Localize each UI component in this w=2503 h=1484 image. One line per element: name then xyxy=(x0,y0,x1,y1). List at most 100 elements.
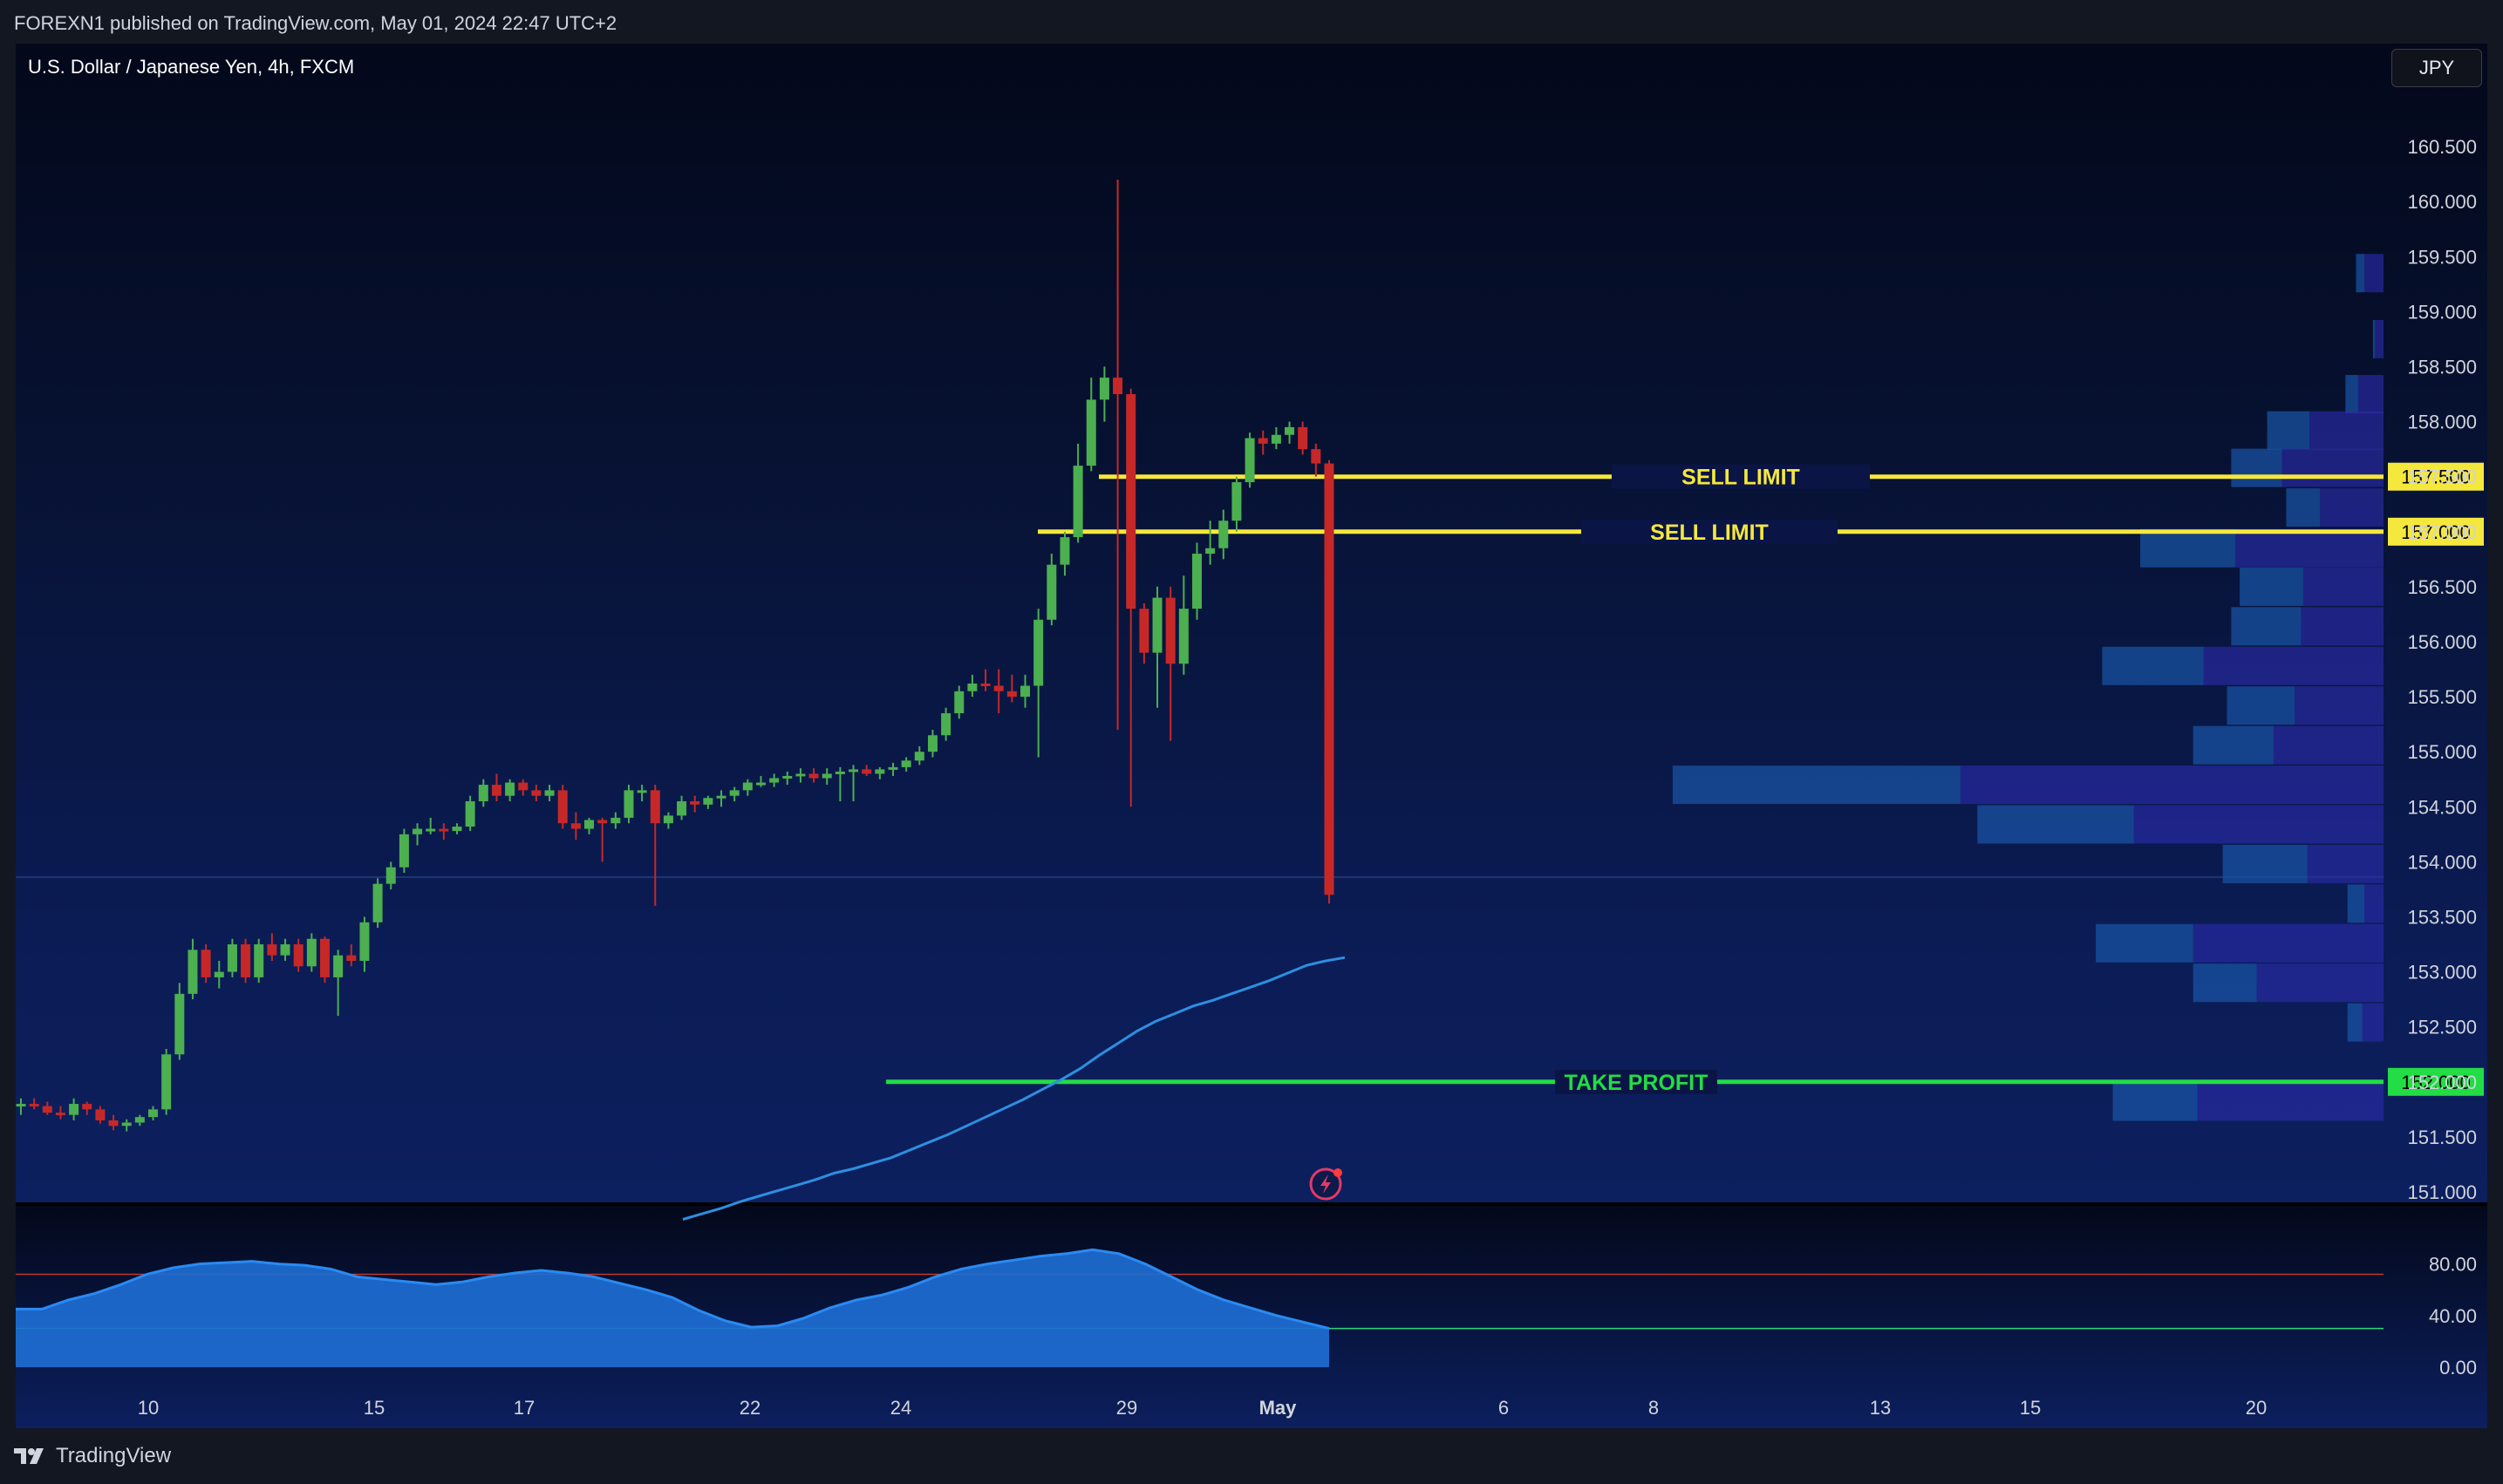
volume-bar-b xyxy=(1960,766,2384,805)
candle-body xyxy=(254,944,264,977)
candle-body xyxy=(201,950,211,977)
volume-bar-b xyxy=(2193,923,2384,963)
candle-body xyxy=(1060,537,1070,565)
candle-body xyxy=(1152,597,1163,653)
candle-body xyxy=(214,971,224,977)
candle-body xyxy=(227,944,237,972)
price-tick-label: 151.500 xyxy=(2407,1127,2477,1148)
candle-body xyxy=(241,944,251,977)
volume-bar-b xyxy=(2235,528,2384,568)
price-tick-label: 156.000 xyxy=(2407,631,2477,653)
volume-bar-a xyxy=(2227,686,2295,725)
candle-body xyxy=(385,867,396,884)
price-axis[interactable]: 160.500 160.000 159.500 159.000 158.500 158.0… xyxy=(2407,136,2477,1203)
publish-info: FOREXN1 published on TradingView.com, Ma… xyxy=(14,12,617,34)
candle-body xyxy=(901,760,911,767)
price-tick-label: 154.500 xyxy=(2407,796,2477,818)
chart-frame[interactable]: SELL LIMIT 157.500 SELL LIMIT 157.000 TAKE P… xyxy=(16,44,2487,1428)
candle-body xyxy=(914,752,924,761)
level-price-text: 152.000 xyxy=(2401,1072,2471,1093)
time-tick-label: 17 xyxy=(514,1397,535,1419)
candle-body xyxy=(518,782,529,791)
volume-bar-a xyxy=(2222,844,2308,883)
volume-bar-b xyxy=(2281,448,2384,487)
candle-body xyxy=(1033,619,1044,686)
candle-body xyxy=(954,691,965,714)
time-tick-label: 8 xyxy=(1648,1397,1659,1419)
candle-body xyxy=(1126,394,1136,609)
volume-bar-a xyxy=(2231,448,2282,487)
tradingview-logo-icon xyxy=(14,1448,44,1464)
level-price-text: 157.500 xyxy=(2401,466,2471,488)
price-tick-label: 155.500 xyxy=(2407,686,2477,708)
candle-body xyxy=(478,785,488,801)
brand[interactable]: TradingView xyxy=(14,1444,171,1468)
currency-button[interactable]: JPY xyxy=(2391,49,2482,87)
candle-body xyxy=(941,713,951,736)
price-tick-label: 152.500 xyxy=(2407,1017,2477,1038)
oscillator-line xyxy=(16,1248,1330,1331)
candle-body xyxy=(1245,438,1255,483)
candle-body xyxy=(557,790,568,824)
price-tick-label: 159.000 xyxy=(2407,301,2477,323)
volume-bar-a xyxy=(2356,254,2365,293)
volume-bar-b xyxy=(2375,319,2384,358)
candle-body xyxy=(677,800,687,816)
time-tick-label: 13 xyxy=(1870,1397,1891,1419)
volume-bar-b xyxy=(2256,963,2384,1003)
candle-body xyxy=(1020,685,1031,698)
candle-body xyxy=(69,1104,79,1115)
candle-body xyxy=(1218,521,1229,548)
time-tick-label: 22 xyxy=(740,1397,760,1419)
candle-body xyxy=(795,773,806,777)
candle-body xyxy=(452,827,462,832)
level-label-bg xyxy=(1612,464,1870,489)
volume-bar-a xyxy=(2286,488,2321,528)
oscillator-tick-label: 80.00 xyxy=(2429,1254,2477,1276)
volume-bar-b xyxy=(2320,488,2384,528)
time-tick-label: 6 xyxy=(1498,1397,1509,1419)
volume-bar-a xyxy=(2240,567,2303,606)
candle-body xyxy=(267,944,277,956)
volume-bar-b xyxy=(2301,607,2384,646)
volume-bar-a xyxy=(2096,923,2193,963)
price-tick-label: 152.000 xyxy=(2407,1072,2477,1093)
trade-levels: SELL LIMIT 157.500 SELL LIMIT 157.000 TAKE P… xyxy=(886,462,2484,1096)
candle-body xyxy=(980,683,991,686)
candle-body xyxy=(426,828,436,832)
candle-body xyxy=(742,782,753,791)
candle-body xyxy=(161,1054,172,1110)
oscillator-tick-label: 0.00 xyxy=(2439,1357,2477,1378)
price-tick-label: 157.500 xyxy=(2407,466,2477,488)
candle-body xyxy=(729,790,740,796)
oscillator: 80.00 40.00 0.00 xyxy=(16,1248,2477,1378)
candle-body xyxy=(29,1104,39,1107)
candle-body xyxy=(888,766,898,770)
candle-body xyxy=(293,944,303,967)
time-tick-label: 10 xyxy=(138,1397,159,1419)
candle-body xyxy=(610,817,621,824)
candle-body xyxy=(650,790,660,824)
candle-body xyxy=(333,955,344,977)
volume-bar-b xyxy=(2295,686,2384,725)
candle-body xyxy=(1139,609,1149,653)
time-tick-label: 20 xyxy=(2246,1397,2267,1419)
candle-body xyxy=(188,950,198,994)
candle-body xyxy=(1311,449,1321,464)
candles xyxy=(16,179,1334,1132)
chart-canvas[interactable]: SELL LIMIT 157.500 SELL LIMIT 157.000 TAKE P… xyxy=(16,44,2487,1428)
candle-body xyxy=(703,798,713,805)
candle-body xyxy=(306,938,317,967)
candle-body xyxy=(174,993,185,1055)
candle-body xyxy=(690,800,700,805)
volume-bar-b xyxy=(2273,725,2384,765)
flash-icon[interactable] xyxy=(1309,1167,1342,1201)
publish-header: FOREXN1 published on TradingView.com, Ma… xyxy=(0,0,2503,45)
volume-bar-b xyxy=(2133,805,2384,844)
volume-bar-a xyxy=(2267,411,2310,450)
time-axis[interactable]: 10 15 17 22 24 29 May 6 8 13 15 20 xyxy=(138,1397,2267,1419)
volume-bar-a xyxy=(1673,766,1961,805)
volume-bar-a xyxy=(2347,884,2365,923)
candle-body xyxy=(399,834,409,868)
volume-bar-b xyxy=(2197,1082,2384,1121)
